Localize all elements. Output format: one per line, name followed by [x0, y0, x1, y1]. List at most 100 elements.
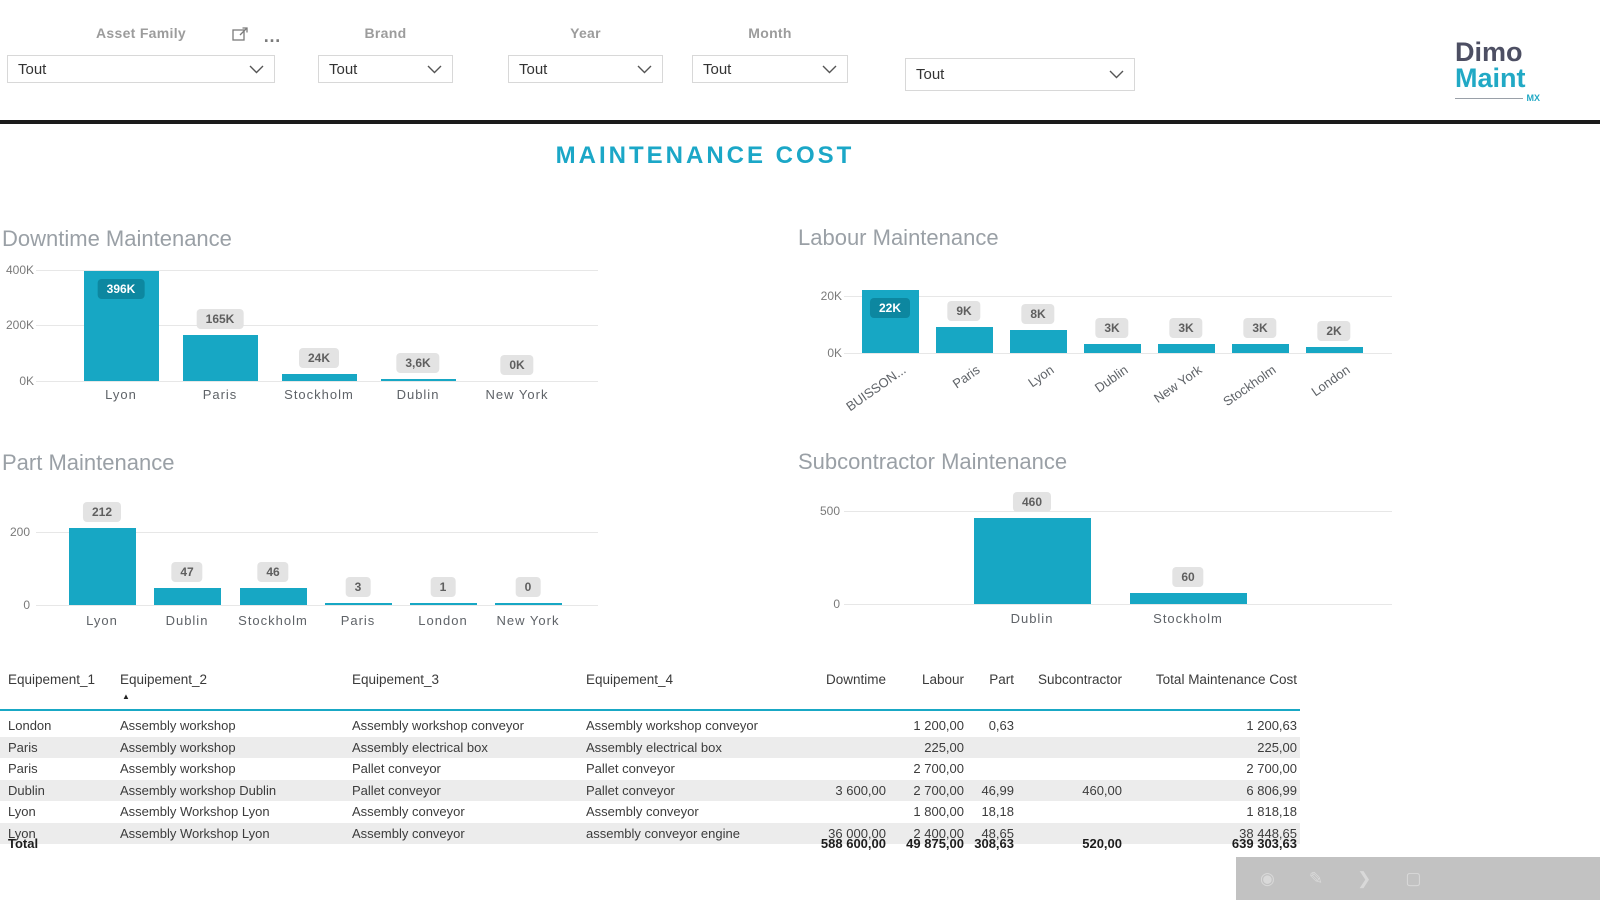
- bar-stockholm[interactable]: [281, 374, 357, 381]
- chevron-down-icon: [822, 65, 837, 74]
- bar-paris[interactable]: [182, 335, 258, 381]
- table-cell: assembly conveyor engine: [586, 825, 740, 841]
- bar-new-york[interactable]: [1157, 344, 1215, 353]
- data-label: 3,6K: [396, 353, 440, 373]
- table-cell: 1 200,00: [913, 718, 964, 733]
- bar-lyon[interactable]: [1009, 330, 1067, 353]
- table-cell: 2 400,00: [913, 825, 964, 841]
- table-row[interactable]: Lyon Assembly Workshop Lyon Assembly conve…: [0, 801, 1300, 823]
- focus-mode-icon[interactable]: [232, 26, 249, 47]
- chart-downtime-title: Downtime Maintenance: [2, 226, 232, 251]
- table-cell: 225,00: [924, 739, 964, 755]
- bar-london[interactable]: [409, 603, 477, 605]
- slicer-brand: Brand Tout: [318, 25, 453, 83]
- extra-value: Tout: [916, 66, 945, 83]
- logo-line1: Dimo: [1455, 37, 1523, 67]
- logo-sub: MX: [1526, 93, 1541, 104]
- bar-paris[interactable]: [935, 327, 993, 353]
- slicer-asset-family: Asset Family Tout: [7, 25, 275, 83]
- total-value: 588 600,00: [820, 836, 886, 851]
- x-axis-label: London: [418, 613, 468, 628]
- table-cell: Lyon: [8, 825, 36, 841]
- column-header-equipement-1[interactable]: Equipement_1: [8, 672, 96, 687]
- column-header-downtime[interactable]: Downtime: [825, 672, 886, 687]
- record-icon[interactable]: ◉: [1260, 868, 1275, 888]
- bar-paris[interactable]: [324, 603, 392, 605]
- y-axis-tick: 0K: [827, 346, 842, 360]
- bar-dublin[interactable]: [1083, 344, 1141, 353]
- table-cell: 2 700,00: [913, 782, 964, 798]
- extra-dropdown[interactable]: Tout: [905, 58, 1135, 91]
- table-cell: Assembly electrical box: [352, 739, 488, 755]
- table-cell: 6 806,99: [1246, 782, 1297, 798]
- column-header-labour[interactable]: Labour: [921, 672, 964, 687]
- slicer-extra: Tout: [905, 58, 1135, 91]
- column-header-subcontractor[interactable]: Subcontractor: [1037, 672, 1122, 687]
- table-cell: Pallet conveyor: [352, 761, 441, 776]
- bar-dublin[interactable]: [380, 379, 456, 381]
- x-axis-label: Dublin: [396, 387, 440, 402]
- table-cell: 48,65: [981, 825, 1014, 841]
- gridline: [844, 511, 1392, 512]
- slicer-year: Year Tout: [508, 25, 663, 83]
- column-header-part[interactable]: Part: [989, 672, 1014, 687]
- table-cell: Assembly workshop Dublin: [120, 782, 277, 798]
- asset-family-dropdown[interactable]: Tout: [7, 55, 275, 83]
- total-label: Total: [8, 836, 39, 851]
- table-cell: Pallet conveyor: [586, 782, 675, 798]
- chevron-down-icon: [1109, 70, 1124, 79]
- x-axis-label: New York: [496, 613, 560, 628]
- total-value: 49 875,00: [906, 836, 964, 851]
- data-label: 60: [1172, 567, 1204, 587]
- x-axis-label: New York: [485, 387, 549, 402]
- month-dropdown[interactable]: Tout: [692, 55, 848, 83]
- square-icon[interactable]: ▢: [1405, 868, 1422, 888]
- column-header-equipement-3[interactable]: Equipement_3: [352, 672, 440, 687]
- year-value: Tout: [519, 60, 548, 78]
- y-axis-tick: 0: [833, 597, 840, 611]
- bar-stockholm[interactable]: [1231, 344, 1289, 353]
- bar-dublin[interactable]: [153, 588, 221, 605]
- brand-dropdown[interactable]: Tout: [318, 55, 453, 83]
- slicer-year-label: Year: [570, 25, 601, 41]
- y-axis-tick: 0K: [19, 374, 34, 388]
- table-row[interactable]: Paris Assembly workshop Assembly electrica…: [0, 736, 1300, 758]
- bar-dublin[interactable]: [973, 518, 1091, 604]
- y-axis-tick: 400K: [5, 263, 34, 277]
- table-total-row: Total 588 600,00 49 875,00 308,63 520,00 639 …: [0, 833, 1300, 855]
- data-label: 2K: [1317, 321, 1351, 341]
- table-cell: Pallet conveyor: [586, 761, 675, 776]
- x-axis-label: Paris: [202, 387, 238, 402]
- chevron-right-icon[interactable]: ❯: [1357, 868, 1372, 888]
- column-header-total-maintenance-cost[interactable]: Total Maintenance Cost: [1155, 672, 1297, 687]
- asset-family-value: Tout: [18, 60, 47, 78]
- table-cell: Assembly electrical box: [586, 739, 722, 755]
- bar-stockholm[interactable]: [1129, 593, 1247, 604]
- table-row[interactable]: Lyon Assembly Workshop Lyon Assembly conve…: [0, 822, 1300, 844]
- more-options-icon[interactable]: …: [263, 26, 282, 46]
- table-row[interactable]: London Assembly workshop Assembly workshop…: [0, 715, 1300, 737]
- y-axis-tick: 200K: [5, 318, 34, 332]
- x-axis-label: Dublin: [165, 613, 209, 628]
- bar-new-york[interactable]: [494, 603, 562, 605]
- column-header-equipement-2[interactable]: Equipement_2: [120, 672, 208, 687]
- x-axis-label: Stockholm: [1153, 611, 1223, 626]
- column-header-equipement-4[interactable]: Equipement_4: [586, 672, 674, 687]
- bar-lyon[interactable]: [68, 528, 136, 605]
- bar-stockholm[interactable]: [239, 588, 307, 605]
- table-cell: Assembly conveyor: [352, 804, 465, 819]
- data-label: 3K: [1095, 318, 1129, 338]
- year-dropdown[interactable]: Tout: [508, 55, 663, 83]
- chart-labour-maintenance: Labour Maintenance 20K 0K 22K BUISSON... 9K P…: [796, 225, 1440, 440]
- pencil-icon[interactable]: ✎: [1308, 868, 1324, 888]
- table-row[interactable]: Dublin Assembly workshop Dublin Pallet con…: [0, 779, 1300, 801]
- table-row[interactable]: Paris Assembly workshop Pallet conveyor Pal…: [0, 758, 1300, 780]
- table-cell: Assembly Workshop Lyon: [120, 825, 270, 841]
- y-axis-tick: 200: [9, 525, 30, 539]
- bar-london[interactable]: [1305, 347, 1363, 353]
- table-cell: 1 800,00: [913, 804, 964, 819]
- table-cell: Assembly workshop conveyor: [586, 718, 758, 733]
- total-value: 520,00: [1082, 836, 1122, 851]
- table-cell: Assembly workshop conveyor: [352, 718, 524, 733]
